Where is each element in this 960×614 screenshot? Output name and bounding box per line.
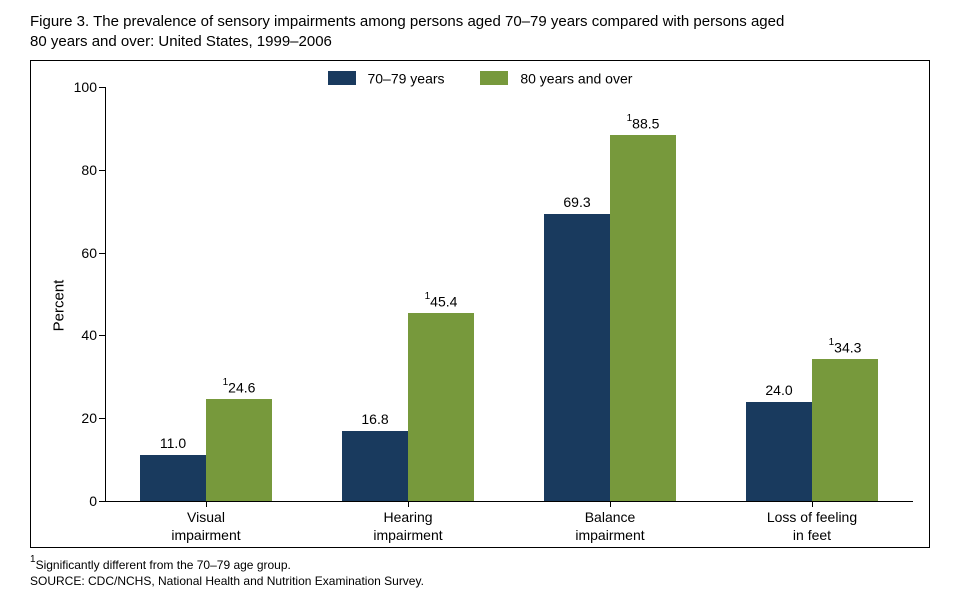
legend-swatch-1 [328, 71, 356, 85]
bar: 11.0 [140, 455, 206, 501]
legend-item-1: 70–79 years [328, 69, 445, 86]
y-tick-label: 40 [47, 327, 97, 343]
y-tick-label: 0 [47, 493, 97, 509]
legend-label-1: 70–79 years [367, 70, 444, 86]
bar-value-label: 134.3 [812, 339, 878, 356]
legend-item-2: 80 years and over [480, 69, 632, 86]
x-tick-label: Balanceimpairment [509, 509, 711, 544]
figure-title-line1: Figure 3. The prevalence of sensory impa… [30, 13, 784, 30]
bar: 124.6 [206, 399, 272, 501]
footnote-text: Significantly different from the 70–79 a… [36, 558, 291, 572]
bar: 69.3 [544, 214, 610, 501]
footnote: 1Significantly different from the 70–79 … [30, 556, 291, 572]
bar: 16.8 [342, 431, 408, 501]
y-tick-label: 60 [47, 245, 97, 261]
bar-value-label: 24.0 [746, 382, 812, 398]
legend-swatch-2 [480, 71, 508, 85]
bar-value-label: 69.3 [544, 194, 610, 210]
bar-value-label: 11.0 [140, 435, 206, 451]
figure-page: Figure 3. The prevalence of sensory impa… [0, 0, 960, 614]
x-tick [812, 501, 813, 507]
bar-value-label: 16.8 [342, 411, 408, 427]
x-tick-label: Hearingimpairment [307, 509, 509, 544]
legend: 70–79 years 80 years and over [31, 69, 929, 86]
bar: 145.4 [408, 313, 474, 501]
bar: 188.5 [610, 135, 676, 501]
legend-label-2: 80 years and over [520, 70, 632, 86]
bar-value-label: 124.6 [206, 379, 272, 396]
x-tick [408, 501, 409, 507]
bar: 134.3 [812, 359, 878, 501]
x-axis-line [105, 501, 913, 502]
x-tick-label: Loss of feelingin feet [711, 509, 913, 544]
y-tick-label: 100 [47, 79, 97, 95]
bar-value-label: 188.5 [610, 115, 676, 132]
x-tick-label: Visualimpairment [105, 509, 307, 544]
y-tick-label: 80 [47, 162, 97, 178]
bar: 24.0 [746, 402, 812, 501]
y-axis-title: Percent [49, 61, 69, 549]
bar-value-label: 145.4 [408, 293, 474, 310]
figure-title-line2: 80 years and over: United States, 1999–2… [30, 33, 332, 50]
footnote-marker: 1 [30, 554, 36, 565]
y-tick [99, 501, 105, 502]
source-text: SOURCE: CDC/NCHS, National Health and Nu… [30, 574, 424, 588]
plot-frame: 70–79 years 80 years and over Percent 0 2… [30, 60, 930, 548]
plot-region: 11.0124.616.8145.469.3188.524.0134.3 [105, 87, 913, 501]
x-tick [206, 501, 207, 507]
x-tick [610, 501, 611, 507]
y-tick-label: 20 [47, 410, 97, 426]
figure-title: Figure 3. The prevalence of sensory impa… [30, 12, 930, 53]
